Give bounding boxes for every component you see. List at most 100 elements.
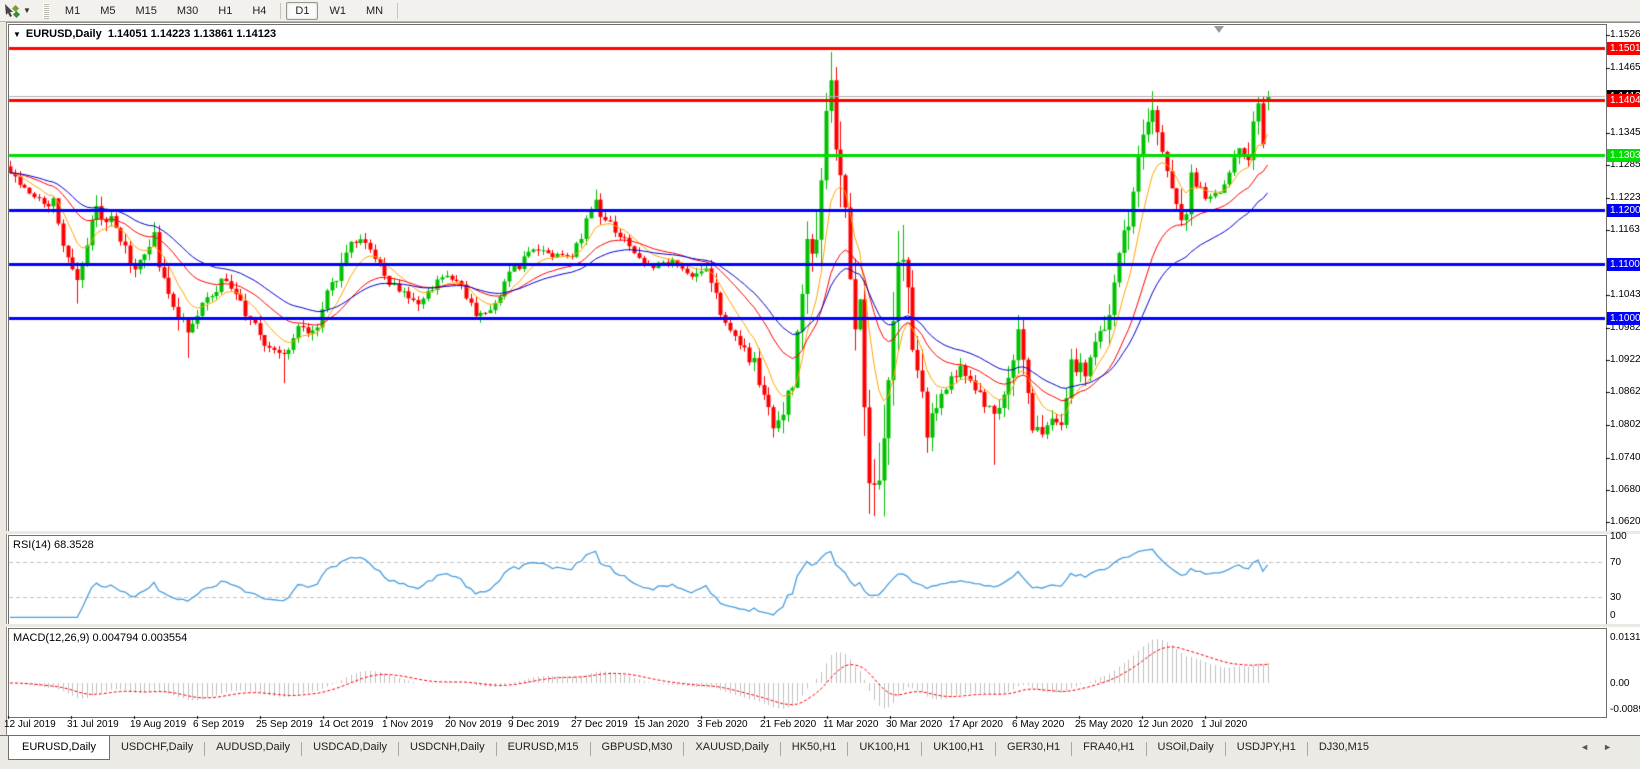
price-tick-label: 1.09820 — [1610, 321, 1640, 333]
macd-tick-label: -0.008933 — [1610, 704, 1640, 715]
chart-shift-marker-icon[interactable] — [1214, 26, 1224, 33]
price-tick-label: 1.06805 — [1610, 483, 1640, 495]
price-tick-label: 1.08020 — [1610, 418, 1640, 430]
date-tick-label: 14 Oct 2019 — [319, 719, 374, 730]
tab-separator — [301, 742, 303, 756]
tab-separator — [847, 742, 849, 756]
timeframe-button-d1[interactable]: D1 — [286, 1, 319, 20]
price-tick-label: 1.07405 — [1610, 451, 1640, 463]
chart-tab-dj30-m15[interactable]: DJ30,M15 — [1318, 741, 1369, 753]
chart-tab-gbpusd-m30[interactable]: GBPUSD,M30 — [601, 741, 673, 753]
chart-tab-bar: EURUSD,Daily USDCHF,Daily AUDUSD,Daily USDC… — [0, 735, 1640, 769]
hline-price-tag[interactable]: 1.12004 — [1607, 204, 1640, 218]
chart-tab-usoil-daily[interactable]: USOil,Daily — [1157, 741, 1214, 753]
price-tick-label: 1.12235 — [1610, 191, 1640, 203]
date-tick-label: 9 Dec 2019 — [508, 719, 560, 730]
hline-price-tag[interactable]: 1.10008 — [1607, 311, 1640, 325]
timeframe-button-h4[interactable]: H4 — [252, 4, 267, 17]
price-tick-label: 1.08620 — [1610, 386, 1640, 398]
macd-indicator-label: MACD(12,26,9) 0.004794 0.003554 — [13, 632, 188, 644]
rsi-tick-label: 0 — [1610, 610, 1616, 621]
date-tick-label: 1 Nov 2019 — [382, 719, 434, 730]
rsi-indicator-label: RSI(14) 68.3528 — [13, 539, 94, 551]
chart-tab-usdcad-daily[interactable]: USDCAD,Daily — [313, 741, 388, 753]
price-tick-label: 1.06205 — [1610, 516, 1640, 528]
date-tick-label: 30 Mar 2020 — [886, 719, 943, 730]
date-tick-label: 3 Feb 2020 — [697, 719, 748, 730]
tab-scroll-arrows: ◄► — [1580, 742, 1626, 752]
chart-context-arrow-icon[interactable]: ▼ — [13, 30, 21, 39]
date-tick-label: 11 Mar 2020 — [823, 719, 879, 730]
date-tick-label: 19 Aug 2019 — [130, 719, 187, 730]
chart-tab-usdcnh-daily[interactable]: USDCNH,Daily — [410, 741, 485, 753]
tab-separator — [589, 742, 591, 756]
chart-tab-hk50-h1[interactable]: HK50,H1 — [791, 741, 837, 753]
macd-tick-label: 0.013121 — [1610, 631, 1640, 643]
timeframe-buttons: M1 M5 M15 M30 H1 H4 D1 W1 MN — [55, 1, 402, 20]
tab-separator — [994, 742, 996, 756]
rsi-tick-label: 100 — [1610, 531, 1627, 542]
price-tick-label: 1.11635 — [1610, 224, 1640, 236]
timeframe-button-m1[interactable]: M1 — [64, 4, 81, 17]
toolbar-dropdown-arrow-icon[interactable]: ▼ — [23, 6, 31, 15]
timeframe-button-w1[interactable]: W1 — [329, 4, 346, 17]
hline-price-tag[interactable]: 1.14047 — [1607, 94, 1640, 108]
tab-separator — [683, 742, 685, 756]
date-tick-label: 31 Jul 2019 — [67, 719, 119, 730]
timeframe-button-mn[interactable]: MN — [365, 4, 384, 17]
toolbar-grip-handle[interactable] — [42, 2, 49, 19]
toolbar-separator — [280, 2, 282, 19]
chart-symbol-label: EURUSD,Daily — [25, 28, 102, 40]
chart-tab-uk100-h1[interactable]: UK100,H1 — [933, 741, 984, 753]
rsi-tick-label: 70 — [1610, 557, 1622, 569]
price-tick-label: 1.14650 — [1610, 62, 1640, 74]
tab-scroll-right-icon[interactable]: ► — [1603, 742, 1626, 752]
toolbar-separator — [397, 2, 399, 19]
timeframe-button-m30[interactable]: M30 — [176, 4, 199, 17]
timeframe-toolbar: ▼ M1 M5 M15 M30 H1 H4 D1 W1 MN — [0, 0, 1640, 22]
timeframe-button-h1[interactable]: H1 — [218, 4, 233, 17]
price-tick-label: 1.15265 — [1610, 28, 1640, 40]
price-tick-label: 1.09220 — [1610, 354, 1640, 366]
hline-price-tag[interactable]: 1.13034 — [1607, 148, 1640, 162]
price-tick-label: 1.10435 — [1610, 288, 1640, 300]
price-tick-label: 1.13450 — [1610, 126, 1640, 138]
date-tick-label: 6 Sep 2019 — [193, 719, 245, 730]
tab-separator — [398, 742, 400, 756]
tab-separator — [1145, 742, 1147, 756]
date-tick-label: 20 Nov 2019 — [445, 719, 502, 730]
main-price-panel[interactable] — [8, 24, 1607, 533]
chart-tab-usdjpy-h1[interactable]: USDJPY,H1 — [1236, 741, 1296, 753]
tab-scroll-left-icon[interactable]: ◄ — [1580, 742, 1604, 752]
timeframe-button-m15[interactable]: M15 — [135, 4, 157, 17]
macd-panel[interactable] — [8, 628, 1607, 718]
date-tick-label: 12 Jun 2020 — [1138, 719, 1194, 730]
date-tick-label: 25 Sep 2019 — [256, 719, 313, 730]
date-tick-label: 12 Jul 2019 — [4, 719, 56, 730]
date-tick-label: 17 Apr 2020 — [949, 719, 1003, 730]
timeframe-button-m5[interactable]: M5 — [100, 4, 116, 17]
date-tick-label: 15 Jan 2020 — [634, 719, 690, 730]
tab-separator — [779, 742, 781, 756]
chart-tab-xauusd-daily[interactable]: XAUUSD,Daily — [695, 741, 769, 753]
panel-splitter-rsi[interactable] — [6, 531, 1640, 534]
chart-tab-uk100-h1[interactable]: UK100,H1 — [859, 741, 911, 753]
chart-tab-eurusd-daily[interactable]: EURUSD,Daily — [8, 736, 110, 760]
chart-title: ▼ EURUSD,Daily 1.14051 1.14223 1.13861 1.… — [13, 28, 276, 40]
chart-tab-eurusd-m15[interactable]: EURUSD,M15 — [507, 741, 579, 753]
chart-tab-ger30-h1[interactable]: GER30,H1 — [1006, 741, 1061, 753]
chart-tab-fra40-h1[interactable]: FRA40,H1 — [1083, 741, 1135, 753]
chart-tab-usdchf-daily[interactable]: USDCHF,Daily — [120, 741, 194, 753]
hline-price-tag[interactable]: 1.15015 — [1607, 42, 1640, 56]
hline-price-tag[interactable]: 1.11009 — [1607, 257, 1640, 271]
panel-splitter-macd[interactable] — [6, 624, 1640, 627]
date-tick-label: 27 Dec 2019 — [571, 719, 628, 730]
rsi-panel[interactable] — [8, 535, 1607, 626]
rsi-tick-label: 30 — [1610, 591, 1622, 603]
chart-ohlc-values: 1.14051 1.14223 1.13861 1.14123 — [107, 28, 277, 40]
chart-tab-audusd-daily[interactable]: AUDUSD,Daily — [216, 741, 291, 753]
chart-cursor-icon[interactable] — [3, 3, 21, 19]
date-tick-label: 21 Feb 2020 — [760, 719, 817, 730]
date-tick-label: 6 May 2020 — [1012, 719, 1065, 730]
